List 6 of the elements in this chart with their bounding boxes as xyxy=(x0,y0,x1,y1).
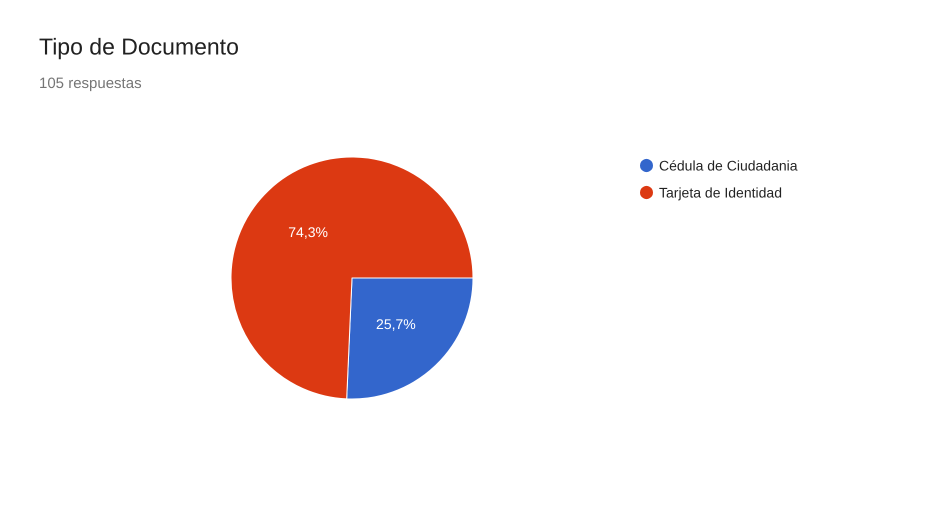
text: 105 respuestas xyxy=(39,75,142,92)
data-label: 25,7% xyxy=(376,316,416,332)
data-label: 74,3% xyxy=(288,224,328,240)
legend-label: Tarjeta de Identidad xyxy=(659,184,782,200)
chart-title: Tipo de Documento xyxy=(39,34,239,60)
legend-label: Cédula de Ciudadania xyxy=(659,158,798,174)
